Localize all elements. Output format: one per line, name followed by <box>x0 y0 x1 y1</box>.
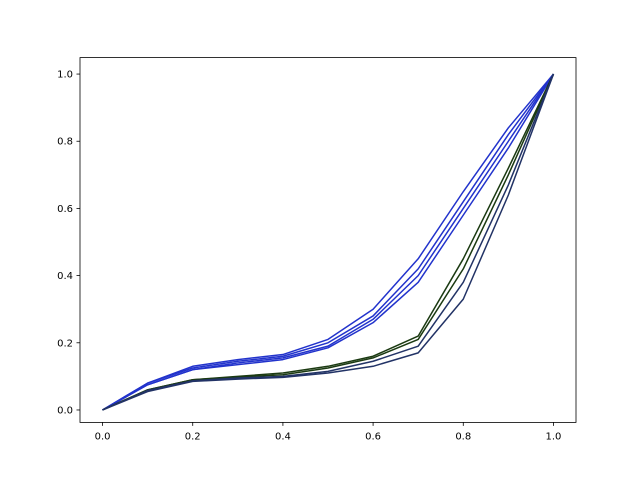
axes-frame <box>79 57 577 423</box>
line-series <box>102 73 555 411</box>
x-tick-label: 0.4 <box>275 431 291 442</box>
x-tick-label: 0.2 <box>185 431 201 442</box>
y-tick-label: 0.4 <box>57 271 73 282</box>
y-tick-label: 0.8 <box>57 137 73 148</box>
x-tick-label: 0.6 <box>365 431 381 442</box>
line-series <box>102 73 555 411</box>
line-series <box>102 73 555 411</box>
y-tick-label: 1.0 <box>57 70 73 81</box>
x-tick-label: 0.0 <box>95 431 111 442</box>
y-tick-label: 0.0 <box>57 405 73 416</box>
line-series <box>102 73 555 411</box>
line-series <box>102 73 555 411</box>
line-series <box>102 73 555 411</box>
y-tick-label: 0.2 <box>57 338 73 349</box>
x-tick-label: 1.0 <box>546 431 562 442</box>
y-tick-label: 0.6 <box>57 204 73 215</box>
line-series <box>102 73 555 411</box>
x-tick-label: 0.8 <box>455 431 471 442</box>
line-series <box>102 73 555 411</box>
